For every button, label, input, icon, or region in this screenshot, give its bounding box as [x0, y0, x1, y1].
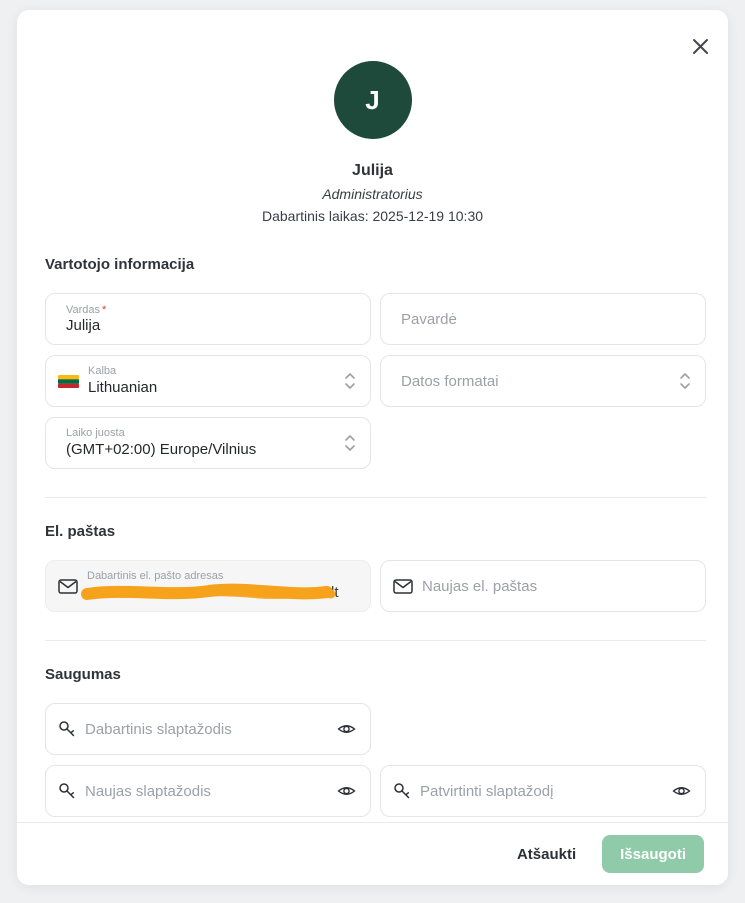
chevron-updown-icon: [344, 372, 356, 390]
last-name-input[interactable]: [401, 310, 691, 328]
close-button[interactable]: [686, 32, 714, 60]
timezone-value: (GMT+02:00) Europe/Vilnius: [66, 440, 257, 458]
timezone-label: Laiko juosta: [66, 426, 125, 439]
current-email-value-redacted: lt: [81, 583, 356, 602]
new-email-input[interactable]: [422, 577, 691, 595]
current-email-visible-suffix: lt: [331, 583, 339, 601]
new-password-input[interactable]: [85, 782, 329, 800]
show-password-button[interactable]: [337, 784, 356, 798]
last-name-field[interactable]: [380, 293, 706, 345]
key-icon: [393, 782, 411, 800]
close-icon: [691, 37, 710, 56]
confirm-password-field[interactable]: [380, 765, 706, 817]
show-password-button[interactable]: [337, 722, 356, 736]
profile-dialog: J Julija Administratorius Dabartinis lai…: [17, 10, 728, 885]
first-name-field[interactable]: Vardas *: [45, 293, 371, 345]
chevron-updown-icon: [679, 372, 691, 390]
avatar-initial: J: [365, 84, 380, 115]
language-value: Lithuanian: [88, 378, 158, 396]
timezone-select[interactable]: Laiko juosta (GMT+02:00) Europe/Vilnius: [45, 417, 371, 469]
redaction-scribble: [81, 584, 336, 601]
key-icon: [58, 720, 76, 738]
profile-header: J Julija Administratorius Dabartinis lai…: [17, 10, 728, 224]
current-email-label: Dabartinis el. pašto adresas: [87, 569, 224, 582]
cancel-button[interactable]: Atšaukti: [513, 838, 580, 871]
eye-icon: [672, 784, 691, 798]
grid-spacer: [380, 703, 706, 755]
save-button[interactable]: Išsaugoti: [602, 835, 704, 873]
date-formats-select[interactable]: Datos formatai: [380, 355, 706, 407]
section-title-security: Saugumas: [45, 666, 121, 683]
confirm-password-input[interactable]: [420, 782, 664, 800]
eye-icon: [337, 784, 356, 798]
user-name: Julija: [352, 162, 393, 179]
required-asterisk: *: [102, 303, 107, 316]
envelope-icon: [58, 578, 78, 594]
section-divider: [45, 640, 706, 641]
current-email-field: Dabartinis el. pašto adresas lt: [45, 560, 371, 612]
security-grid: [45, 703, 706, 817]
first-name-input[interactable]: [66, 317, 356, 335]
email-grid: Dabartinis el. pašto adresas lt: [45, 560, 706, 612]
date-formats-placeholder: Datos formatai: [401, 372, 499, 390]
dialog-footer: Atšaukti Išsaugoti: [17, 822, 728, 885]
key-icon: [58, 782, 76, 800]
first-name-label: Vardas *: [66, 303, 107, 316]
chevron-updown-icon: [344, 434, 356, 452]
grid-spacer: [380, 417, 706, 469]
envelope-icon: [393, 578, 413, 594]
section-title-user-info: Vartotojo informacija: [45, 256, 195, 273]
section-title-email: El. paštas: [45, 523, 116, 540]
current-password-field[interactable]: [45, 703, 371, 755]
language-select[interactable]: Kalba Lithuanian: [45, 355, 371, 407]
current-password-input[interactable]: [85, 720, 329, 738]
new-password-field[interactable]: [45, 765, 371, 817]
user-info-grid: Vardas* Kalba Lithuanian: [45, 293, 706, 469]
current-time-text: Dabartinis laikas: 2025-12-19 10:30: [261, 208, 484, 224]
avatar: J: [333, 61, 412, 139]
new-email-field[interactable]: [380, 560, 706, 612]
language-label: Kalba: [88, 364, 117, 377]
lithuania-flag-icon: [58, 374, 79, 388]
eye-icon: [337, 722, 356, 736]
show-password-button[interactable]: [672, 784, 691, 798]
section-divider: [45, 497, 706, 498]
user-role: Administratorius: [322, 186, 423, 202]
